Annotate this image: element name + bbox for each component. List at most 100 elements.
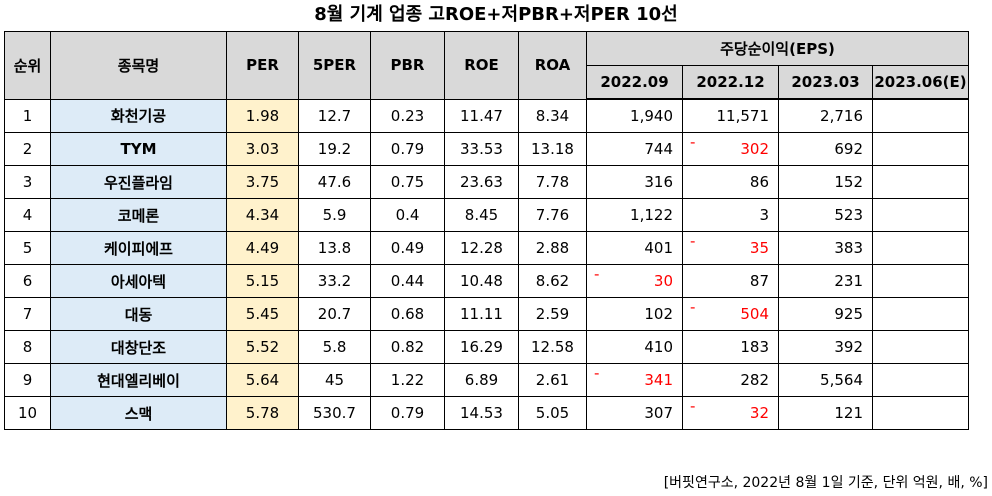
eps-cell: 744 <box>586 132 683 166</box>
eps-value: 87 <box>749 272 769 290</box>
roa-cell: 5.05 <box>518 396 587 430</box>
eps-cell: - 30 <box>586 264 683 298</box>
header-roe: ROE <box>444 31 519 100</box>
pbr-cell: 0.75 <box>370 165 445 199</box>
5per-cell: 5.8 <box>298 330 371 364</box>
eps-value: 523 <box>834 206 863 224</box>
header-roa: ROA <box>518 31 587 100</box>
eps-value: 30 <box>653 272 673 290</box>
negative-marker: - <box>594 364 600 383</box>
eps-cell: 3 <box>682 198 779 232</box>
negative-marker: - <box>690 133 696 152</box>
roe-cell: 11.47 <box>444 98 519 133</box>
eps-cell: 5,564 <box>778 363 873 397</box>
header-name: 종목명 <box>50 31 227 100</box>
page-title: 8월 기계 업종 고ROE+저PBR+저PER 10선 <box>314 4 678 25</box>
rank-cell: 7 <box>4 297 51 331</box>
5per-cell: 19.2 <box>298 132 371 166</box>
stock-name-cell: 화천기공 <box>50 98 227 133</box>
5per-cell: 20.7 <box>298 297 371 331</box>
table-row: 7 대동 5.45 20.7 0.68 11.11 2.59 102- 504 925 <box>4 297 969 331</box>
per-cell: 3.75 <box>226 165 299 199</box>
per-cell: 5.15 <box>226 264 299 298</box>
eps-cell: 152 <box>778 165 873 199</box>
roe-cell: 6.89 <box>444 363 519 397</box>
eps-cell: - 302 <box>682 132 779 166</box>
stock-table: 순위 종목명 PER 5PER PBR ROE ROA 주당순이익(EPS) 2… <box>4 31 969 430</box>
eps-value: 121 <box>834 404 863 422</box>
eps-value: 302 <box>740 140 769 158</box>
eps-value: 282 <box>740 371 769 389</box>
rank-cell: 8 <box>4 330 51 364</box>
eps-value: 744 <box>644 140 673 158</box>
eps-value: 401 <box>644 239 673 257</box>
roa-cell: 7.76 <box>518 198 587 232</box>
per-cell: 5.64 <box>226 363 299 397</box>
eps-value: 152 <box>834 173 863 191</box>
eps-value: 86 <box>749 173 769 191</box>
5per-cell: 530.7 <box>298 396 371 430</box>
header-pbr: PBR <box>370 31 445 100</box>
rank-cell: 1 <box>4 98 51 133</box>
eps-value: 392 <box>834 338 863 356</box>
roe-cell: 11.11 <box>444 297 519 331</box>
eps-cell <box>872 231 969 265</box>
header-rank: 순위 <box>4 31 51 100</box>
per-cell: 3.03 <box>226 132 299 166</box>
stock-name-cell: 스맥 <box>50 396 227 430</box>
eps-cell: 121 <box>778 396 873 430</box>
table-row: 8 대창단조 5.52 5.8 0.82 16.29 12.58 410 183 392 <box>4 330 969 364</box>
eps-cell <box>872 396 969 430</box>
rank-cell: 9 <box>4 363 51 397</box>
header-eps-period: 2023.06(E) <box>872 65 969 100</box>
eps-value: 316 <box>644 173 673 191</box>
roa-cell: 8.34 <box>518 98 587 133</box>
header-eps-period: 2022.12 <box>682 65 779 100</box>
5per-cell: 45 <box>298 363 371 397</box>
eps-cell <box>872 297 969 331</box>
per-cell: 4.34 <box>226 198 299 232</box>
eps-cell: - 504 <box>682 297 779 331</box>
roa-cell: 2.59 <box>518 297 587 331</box>
rank-cell: 10 <box>4 396 51 430</box>
stock-name-cell: 대동 <box>50 297 227 331</box>
eps-cell: 925 <box>778 297 873 331</box>
pbr-cell: 1.22 <box>370 363 445 397</box>
eps-value: 231 <box>834 272 863 290</box>
roa-cell: 12.58 <box>518 330 587 364</box>
eps-cell: 2,716 <box>778 98 873 133</box>
eps-value: 102 <box>644 305 673 323</box>
eps-cell: 692 <box>778 132 873 166</box>
eps-cell: 307 <box>586 396 683 430</box>
per-cell: 5.78 <box>226 396 299 430</box>
pbr-cell: 0.82 <box>370 330 445 364</box>
roa-cell: 8.62 <box>518 264 587 298</box>
eps-value: 5,564 <box>820 371 863 389</box>
eps-cell: 183 <box>682 330 779 364</box>
table-row: 10 스맥 5.78 530.7 0.79 14.53 5.05 307- 32 121 <box>4 396 969 430</box>
header-5per: 5PER <box>298 31 371 100</box>
stock-name-cell: 현대엘리베이 <box>50 363 227 397</box>
stock-name-cell: 코메론 <box>50 198 227 232</box>
pbr-cell: 0.4 <box>370 198 445 232</box>
eps-cell: 11,571 <box>682 98 779 133</box>
roa-cell: 13.18 <box>518 132 587 166</box>
eps-cell: 392 <box>778 330 873 364</box>
eps-cell <box>872 330 969 364</box>
eps-value: 692 <box>834 140 863 158</box>
eps-value: 504 <box>740 305 769 323</box>
pbr-cell: 0.49 <box>370 231 445 265</box>
per-cell: 5.45 <box>226 297 299 331</box>
header-eps-group: 주당순이익(EPS) <box>586 31 969 66</box>
5per-cell: 12.7 <box>298 98 371 133</box>
rank-cell: 4 <box>4 198 51 232</box>
table-row: 2 TYM 3.03 19.2 0.79 33.53 13.18 744- 302 692 <box>4 132 969 166</box>
rank-cell: 2 <box>4 132 51 166</box>
table-row: 1 화천기공 1.98 12.7 0.23 11.47 8.34 1,940 11,571 2,7… <box>4 98 969 133</box>
eps-cell <box>872 98 969 133</box>
roe-cell: 23.63 <box>444 165 519 199</box>
eps-cell: 1,940 <box>586 98 683 133</box>
rank-cell: 3 <box>4 165 51 199</box>
eps-value: 11,571 <box>716 107 770 125</box>
eps-value: 3 <box>759 206 769 224</box>
